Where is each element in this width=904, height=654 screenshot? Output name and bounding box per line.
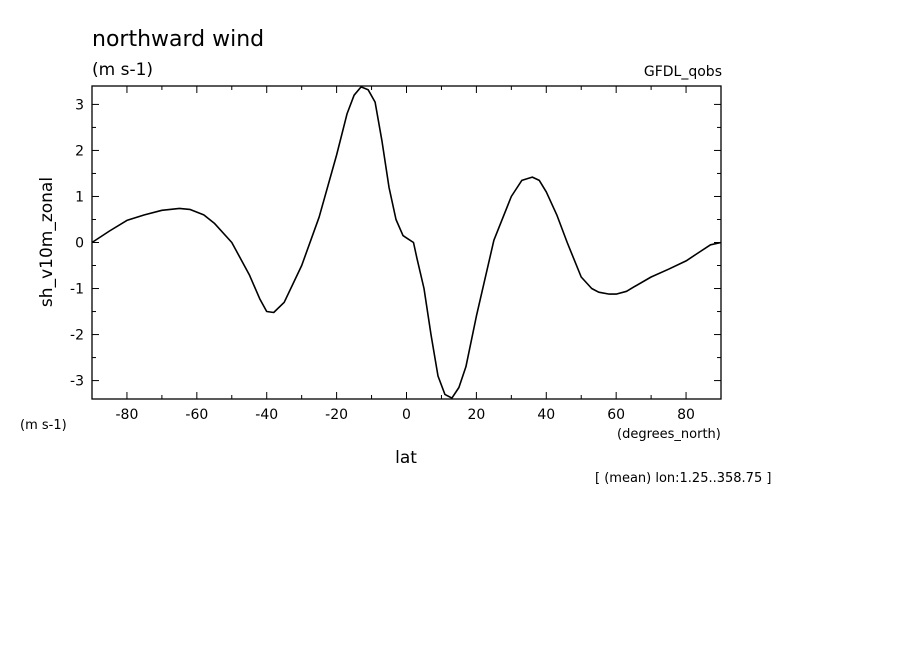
y-axis-label: sh_v10m_zonal — [37, 177, 57, 307]
x-tick-label: -80 — [116, 407, 139, 423]
y-axis-units: (m s-1) — [20, 418, 67, 433]
y-tick-label: 1 — [75, 189, 84, 205]
x-tick-label: 0 — [402, 407, 411, 423]
y-tick-label: -1 — [70, 282, 84, 298]
x-axis-units: (degrees_north) — [617, 427, 721, 442]
footnote: [ (mean) lon:1.25..358.75 ] — [595, 471, 771, 486]
y-axis-ticks: -3 -2 -1 0 1 2 3 — [70, 97, 721, 390]
x-tick-label: -20 — [325, 407, 348, 423]
x-tick-label: -40 — [255, 407, 278, 423]
x-axis-ticks: -80 -60 -40 -20 0 20 40 60 80 — [91, 86, 722, 423]
x-tick-label: 60 — [607, 407, 625, 423]
series-line — [91, 86, 722, 399]
x-tick-label: -60 — [185, 407, 208, 423]
plot-frame — [91, 85, 722, 400]
chart-title: northward wind — [92, 27, 264, 52]
x-tick-label: 20 — [467, 407, 485, 423]
chart-title-units: (m s-1) — [92, 60, 153, 80]
series-group — [91, 86, 722, 399]
y-tick-label: 0 — [75, 236, 84, 252]
x-tick-label: 80 — [677, 407, 695, 423]
y-tick-label: -2 — [70, 328, 84, 344]
x-axis-label: lat — [395, 448, 417, 468]
y-tick-label: 2 — [75, 143, 84, 159]
x-tick-label: 40 — [537, 407, 555, 423]
source-label: GFDL_qobs — [644, 64, 722, 80]
y-tick-label: -3 — [70, 374, 84, 390]
y-tick-label: 3 — [75, 97, 84, 113]
